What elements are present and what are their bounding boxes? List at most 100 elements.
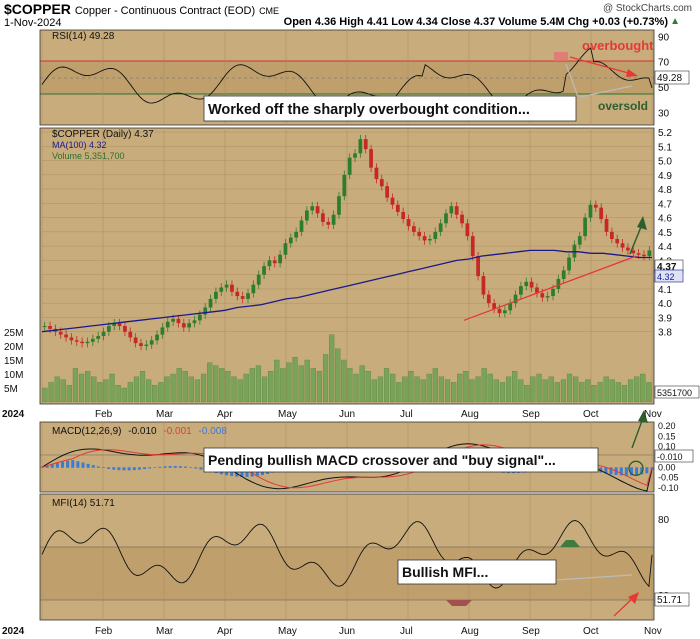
- candle-down: [379, 179, 384, 187]
- volume-bar: [280, 368, 286, 403]
- volume-bar: [200, 373, 207, 403]
- candle-up: [112, 323, 117, 327]
- price-tick-label: 4.0: [658, 299, 672, 310]
- macd-histogram-bar: [102, 467, 106, 469]
- volume-bar: [554, 382, 560, 403]
- volume-bar: [152, 385, 158, 403]
- candle-up: [502, 310, 507, 314]
- mfi-last-value: 51.71: [657, 595, 682, 606]
- volume-bar: [530, 376, 536, 403]
- volume-bar: [499, 382, 506, 403]
- mfi-legend: MFI(14) 51.71: [52, 498, 115, 509]
- chart-date: 1-Nov-2024: [4, 17, 62, 29]
- volume-bar: [231, 376, 237, 403]
- candle-down: [626, 247, 630, 251]
- price-tick-label: 4.6: [658, 214, 672, 225]
- candle-down: [240, 296, 245, 299]
- volume-bar: [536, 373, 542, 403]
- month-label-top: Oct: [583, 409, 599, 420]
- rsi-tick-label: 90: [658, 32, 670, 43]
- mfi-callout-text: Bullish MFI...: [402, 564, 488, 580]
- candle-up: [288, 237, 293, 244]
- volume-bar: [542, 379, 548, 403]
- ma100-line: [41, 249, 652, 333]
- mfi-tick-label: 80: [658, 515, 670, 526]
- candle-down: [470, 236, 475, 257]
- rsi-tick-label: 50: [658, 83, 670, 94]
- volume-bar: [121, 387, 127, 403]
- mfi-callout-pointer: [555, 574, 633, 581]
- volume-bar: [48, 382, 54, 403]
- candle-down: [80, 341, 85, 344]
- candle-up: [331, 214, 336, 225]
- macd-tick-label: -0.10: [658, 483, 679, 493]
- month-label-top: Mar: [156, 409, 174, 420]
- candle-up: [438, 223, 443, 232]
- volume-bar: [54, 376, 60, 403]
- macd-legend: MACD(12,26,9) -0.010 -0.001 -0.008: [52, 426, 227, 437]
- oversold-label: oversold: [598, 99, 648, 113]
- macd-tick-label: -0.05: [658, 473, 679, 483]
- rsi-legend: RSI(14) 49.28: [52, 31, 115, 42]
- candle-down: [128, 331, 133, 338]
- candle-up: [278, 254, 282, 264]
- volume-bar: [603, 376, 609, 403]
- description-text: Copper - Continuous Contract (EOD): [74, 5, 256, 17]
- candle-up: [428, 239, 432, 241]
- candle-down: [385, 186, 390, 198]
- volume-bar: [585, 379, 591, 403]
- volume-bar: [322, 354, 329, 403]
- macd-histogram-bar: [599, 467, 603, 473]
- volume-bar: [60, 379, 66, 403]
- candle-up: [294, 231, 299, 238]
- volume-bar: [451, 382, 457, 403]
- volume-bar: [194, 379, 201, 403]
- candle-down: [64, 334, 68, 338]
- candle-down: [486, 294, 491, 304]
- candle-down: [58, 331, 63, 335]
- candle-down: [123, 326, 127, 332]
- volume-bar: [255, 365, 262, 403]
- volume-bar: [298, 365, 304, 403]
- candle-up: [42, 326, 47, 328]
- candle-down: [422, 236, 427, 241]
- candle-down: [593, 204, 598, 208]
- volume-bar: [512, 371, 518, 403]
- volume-bar: [103, 379, 109, 403]
- candle-down: [181, 323, 186, 328]
- volume-bar: [609, 379, 615, 403]
- price-tick-label: 5.0: [658, 157, 672, 168]
- month-label-top: 2024: [2, 409, 25, 420]
- volume-bar: [627, 379, 634, 403]
- volume-bar: [268, 371, 274, 403]
- price-tick-label: 3.8: [658, 328, 672, 339]
- candle-up: [347, 157, 352, 175]
- volume-bar: [335, 348, 341, 403]
- macd-legend-macd: -0.010: [128, 426, 157, 437]
- volume-bar: [615, 382, 621, 403]
- volume-bar: [274, 359, 280, 403]
- macd-histogram-bar: [173, 466, 177, 468]
- candle-down: [535, 287, 539, 294]
- price-tick-label: 5.2: [658, 128, 672, 139]
- macd-histogram-bar: [107, 467, 111, 469]
- candle-down: [599, 207, 604, 220]
- candles: [42, 134, 652, 351]
- price-up-arrow-head: [637, 216, 647, 230]
- macd-histogram-bar: [619, 467, 623, 476]
- month-label-bottom: Sep: [522, 626, 540, 637]
- macd-histogram-bar: [168, 466, 172, 468]
- volume-bar: [176, 368, 182, 403]
- candle-up: [519, 286, 523, 295]
- macd-histogram-bar: [91, 465, 95, 468]
- candle-down: [176, 318, 181, 324]
- volume-bar: [493, 379, 499, 403]
- macd-histogram-bar: [629, 467, 633, 476]
- volume-bar: [316, 371, 323, 403]
- candle-up: [171, 318, 175, 322]
- macd-legend-prefix: MACD(12,26,9): [52, 426, 121, 437]
- mfi-line: [41, 520, 653, 589]
- macd-histogram-bar: [194, 467, 198, 469]
- month-label-bottom: Nov: [644, 626, 662, 637]
- volume-bar: [634, 376, 640, 403]
